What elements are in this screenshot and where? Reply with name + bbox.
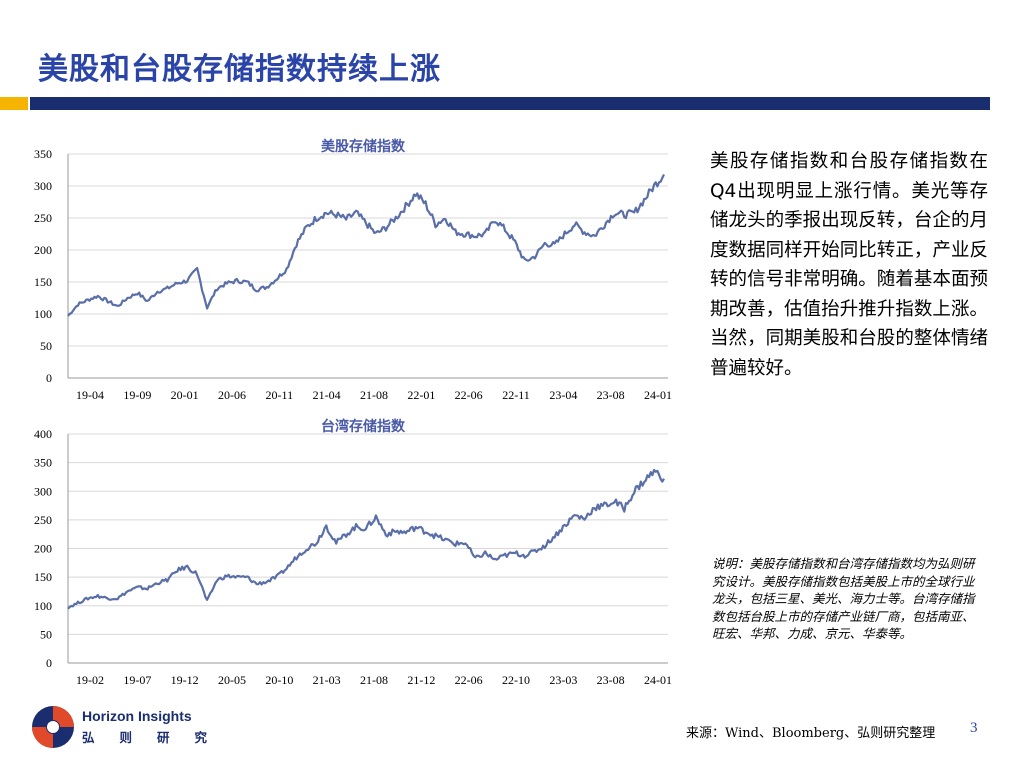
x-tick-label: 21-08: [360, 388, 388, 402]
us-storage-index-chart: 0 50 100 150 200 250 300 350 19-04 19-09 20-01 20-0…: [34, 138, 672, 402]
y-tick-label: 300: [34, 179, 52, 193]
logo-text-cn: 弘则研究: [82, 730, 233, 745]
x-tick-label: 22-01: [407, 388, 435, 402]
x-tick-label: 22-06: [455, 673, 483, 687]
x-tick-label: 19-09: [123, 388, 151, 402]
y-tick-label: 50: [40, 339, 52, 353]
header-accent-bar: [0, 97, 28, 110]
x-tick-label: 20-11: [266, 388, 294, 402]
commentary-text: 美股存储指数和台股存储指数在Q4出现明显上涨行情。美光等存储龙头的季报出现反转，…: [710, 151, 988, 379]
x-tick-label: 21-08: [360, 673, 388, 687]
y-tick-label: 250: [34, 513, 52, 527]
logo-text-en: Horizon Insights: [82, 708, 192, 724]
chart-title: 台湾存储指数: [321, 418, 406, 435]
y-tick-label: 0: [46, 371, 52, 385]
x-tick-label: 23-08: [597, 673, 625, 687]
y-tick-label: 150: [34, 570, 52, 584]
x-tick-label: 22-10: [502, 673, 530, 687]
y-tick-label: 250: [34, 211, 52, 225]
page-title: 美股和台股存储指数持续上涨: [38, 52, 441, 87]
x-tick-label: 19-04: [76, 388, 104, 402]
x-tick-label: 22-11: [502, 388, 530, 402]
header-band: [30, 97, 990, 110]
y-tick-label: 100: [34, 307, 52, 321]
y-tick-label: 200: [34, 542, 52, 556]
x-tick-label: 20-01: [171, 388, 199, 402]
x-tick-label: 21-04: [313, 388, 341, 402]
x-tick-label: 19-07: [123, 673, 151, 687]
x-tick-label: 21-12: [407, 673, 435, 687]
taiwan-storage-index-chart: 0 50 100 150 200 250 300 350 400 19-02 19-07 19-12 2…: [34, 418, 672, 687]
x-tick-label: 24-01: [644, 673, 672, 687]
x-tick-label: 21-03: [313, 673, 341, 687]
x-tick-label: 23-03: [549, 673, 577, 687]
x-tick-label: 23-08: [597, 388, 625, 402]
chart-title: 美股存储指数: [321, 138, 406, 155]
y-tick-label: 100: [34, 599, 52, 613]
x-tick-label: 20-06: [218, 388, 246, 402]
x-tick-label: 22-06: [455, 388, 483, 402]
y-tick-label: 150: [34, 275, 52, 289]
y-tick-label: 50: [40, 627, 52, 641]
horizon-insights-logo-icon: [32, 706, 74, 748]
y-tick-label: 350: [34, 147, 52, 161]
series-line: [67, 174, 665, 317]
x-tick-label: 20-10: [265, 673, 293, 687]
y-tick-label: 300: [34, 484, 52, 498]
y-tick-label: 400: [34, 427, 52, 441]
x-tick-label: 24-01: [644, 388, 672, 402]
series-line: [67, 468, 665, 610]
source-note: 来源：Wind、Bloomberg、弘则研究整理: [686, 726, 936, 741]
y-tick-label: 350: [34, 456, 52, 470]
x-tick-label: 20-05: [218, 673, 246, 687]
page-number: 3: [970, 720, 978, 736]
x-tick-label: 19-12: [171, 673, 199, 687]
y-tick-label: 0: [46, 656, 52, 670]
y-tick-label: 200: [34, 243, 52, 257]
x-tick-label: 23-04: [549, 388, 577, 402]
x-tick-label: 19-02: [76, 673, 104, 687]
methodology-note: 说明：美股存储指数和台湾存储指数均为弘则研究设计。美股存储指数包括美股上市的全球…: [712, 556, 975, 642]
